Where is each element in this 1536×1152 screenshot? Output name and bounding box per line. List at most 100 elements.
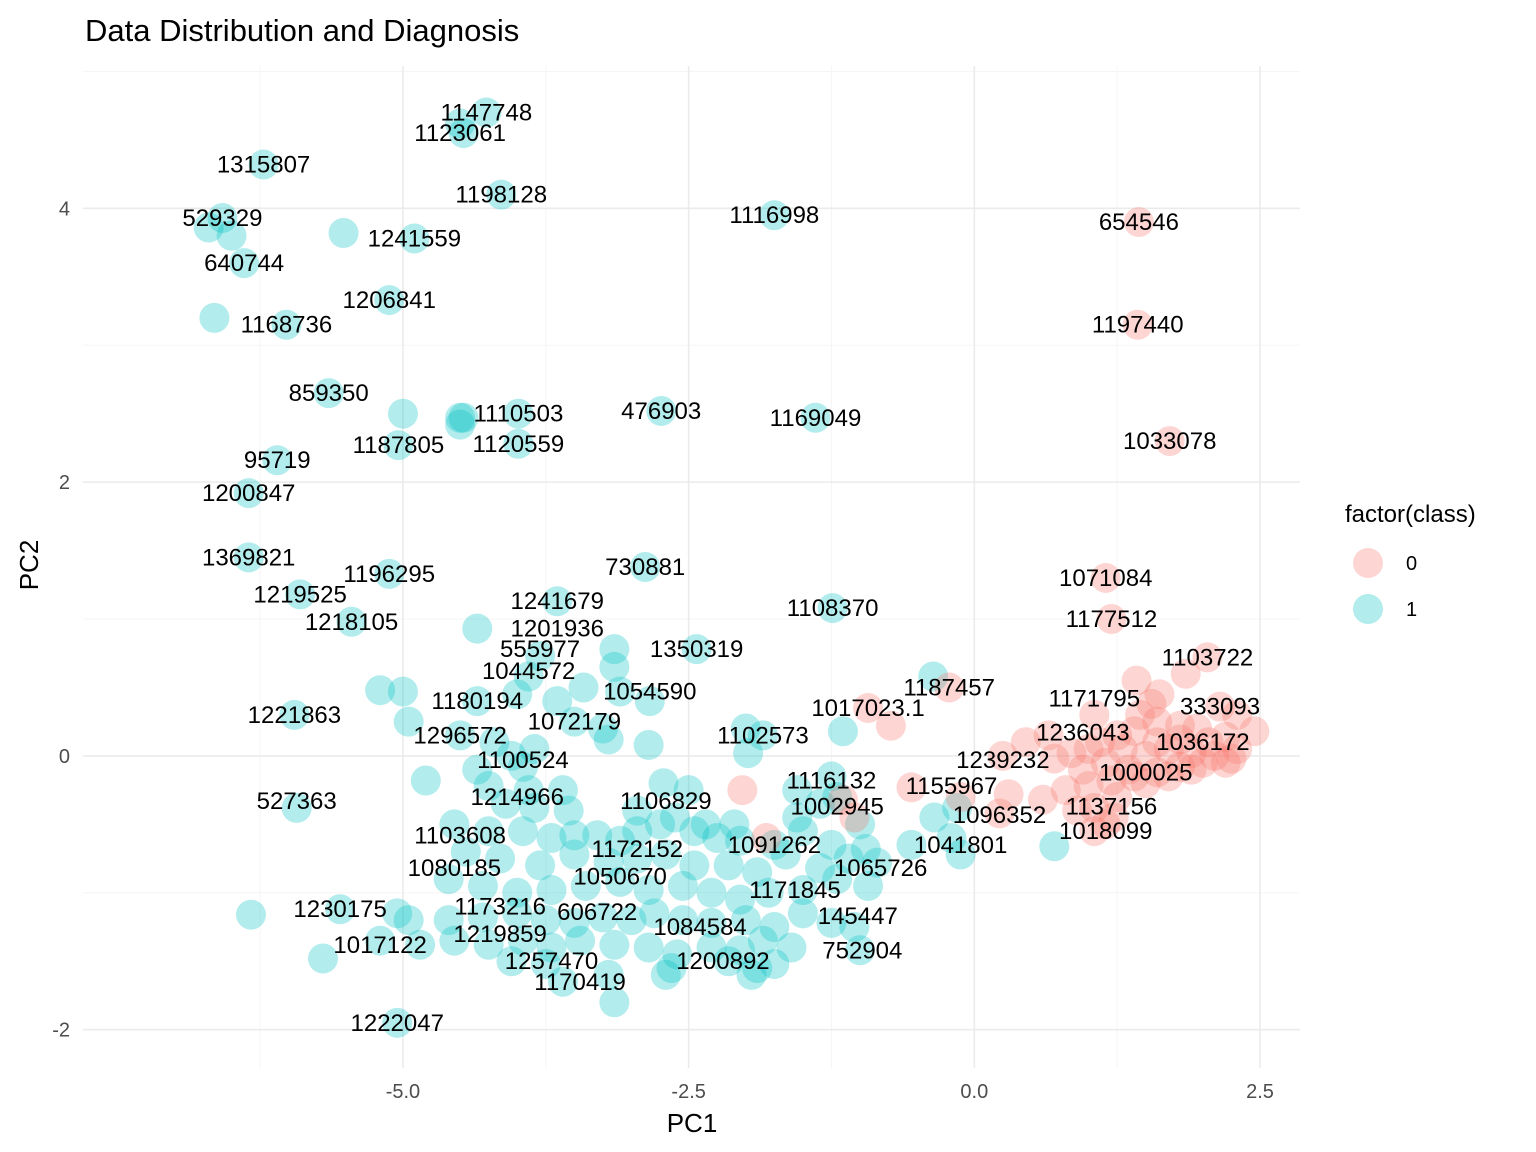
data-point-class-1	[473, 929, 504, 960]
data-point-class-0	[1085, 727, 1116, 758]
data-point-class-0	[1102, 781, 1133, 812]
data-point-class-1	[782, 802, 813, 833]
data-point-class-1	[816, 907, 847, 938]
data-point-class-1	[742, 857, 773, 888]
data-point-class-1	[587, 902, 618, 933]
data-point-class-1	[387, 398, 418, 429]
data-point-class-1	[536, 932, 567, 963]
data-point-class-1	[845, 809, 876, 840]
data-point-class-1	[325, 894, 356, 925]
data-point-class-0	[1107, 734, 1138, 765]
point-label: 1084584	[653, 914, 746, 941]
data-point-class-0	[1153, 761, 1184, 792]
data-point-class-0	[1079, 816, 1110, 847]
point-label: 1041801	[914, 832, 1007, 859]
data-point-class-1	[473, 771, 504, 802]
data-point-class-1	[513, 775, 544, 806]
data-point-class-1	[747, 720, 778, 751]
data-point-class-1	[673, 775, 704, 806]
data-point-class-0	[727, 775, 758, 806]
data-point-class-0	[853, 692, 884, 723]
data-point-class-0	[896, 772, 927, 803]
data-point-class-0	[1119, 761, 1150, 792]
point-label: 1206841	[343, 287, 436, 314]
data-point-class-1	[593, 724, 624, 755]
data-point-class-1	[845, 935, 876, 966]
data-point-class-1	[850, 833, 881, 864]
point-label: 752904	[822, 937, 902, 964]
data-point-class-1	[582, 820, 613, 851]
data-point-class-1	[730, 905, 761, 936]
data-point-class-1	[753, 877, 784, 908]
point-label: 1173216	[454, 893, 546, 920]
x-tick-label: 2.5	[1246, 1081, 1274, 1103]
data-point-class-0	[1192, 642, 1223, 673]
legend-label-0: 0	[1406, 553, 1417, 575]
data-point-class-1	[448, 402, 479, 433]
data-point-class-1	[445, 108, 476, 139]
data-point-class-1	[650, 959, 681, 990]
point-label: 1222047	[351, 1010, 444, 1037]
data-point-class-1	[822, 781, 853, 812]
legend-title: factor(class)	[1345, 501, 1476, 528]
point-label: 1155967	[906, 773, 998, 800]
data-point-class-1	[559, 820, 590, 851]
data-point-class-1	[639, 898, 670, 929]
x-axis-ticks: -5.0 -2.5 0.0 2.5	[386, 1081, 1274, 1103]
data-point-class-1	[199, 302, 230, 333]
point-label: 527363	[257, 788, 337, 815]
point-label: 1054590	[603, 679, 696, 706]
data-point-class-0	[1205, 691, 1236, 722]
point-label: 1147748	[441, 100, 533, 127]
data-point-class-0	[1170, 658, 1201, 689]
point-label: 1000025	[1099, 759, 1192, 786]
data-point-class-1	[410, 765, 441, 796]
data-point-class-0	[984, 798, 1015, 829]
data-point-class-0	[1039, 743, 1070, 774]
data-point-class-1	[281, 792, 312, 823]
data-point-class-1	[229, 248, 260, 279]
data-point-class-1	[496, 740, 527, 771]
data-point-class-1	[719, 809, 750, 840]
data-point-class-1	[736, 959, 767, 990]
data-point-class-1	[445, 402, 476, 433]
point-label: 1116132	[787, 768, 877, 795]
data-point-class-0	[827, 784, 858, 815]
data-points	[193, 97, 1270, 1038]
point-label: 1110503	[473, 401, 563, 428]
data-point-class-0	[1073, 734, 1104, 765]
y-axis-ticks: -2 0 2 4	[52, 198, 70, 1041]
point-label: 1172152	[591, 836, 683, 863]
y-tick-label: 4	[59, 198, 70, 220]
data-point-class-1	[445, 720, 476, 751]
point-label: 1080185	[408, 855, 501, 882]
data-point-class-0	[839, 802, 870, 833]
point-label: 95719	[244, 447, 311, 474]
point-label: 1219859	[453, 921, 546, 948]
grid-lines	[83, 66, 1300, 1068]
data-point-class-1	[503, 398, 534, 429]
data-point-class-0	[1142, 706, 1173, 737]
point-label: 333093	[1180, 694, 1260, 721]
data-point-class-1	[805, 788, 836, 819]
data-point-class-1	[262, 445, 293, 476]
data-point-class-1	[279, 699, 310, 730]
data-point-class-1	[787, 898, 818, 929]
data-point-class-1	[374, 285, 405, 316]
data-point-class-1	[759, 829, 790, 860]
x-axis-title: PC1	[667, 1108, 718, 1138]
data-point-class-0	[1121, 665, 1152, 696]
data-point-class-1	[816, 829, 847, 860]
point-label: 1200892	[676, 948, 769, 975]
data-point-class-1	[713, 850, 744, 881]
data-point-class-1	[827, 716, 858, 747]
data-point-class-1	[918, 661, 949, 692]
point-label: 555977	[500, 636, 580, 663]
y-tick-label: 0	[59, 746, 70, 768]
data-point-class-1	[833, 843, 864, 874]
data-point-class-0	[1142, 727, 1173, 758]
data-point-class-1	[285, 579, 316, 610]
data-point-class-0	[1090, 809, 1121, 840]
data-point-class-0	[1096, 604, 1127, 635]
data-point-class-1	[945, 839, 976, 870]
